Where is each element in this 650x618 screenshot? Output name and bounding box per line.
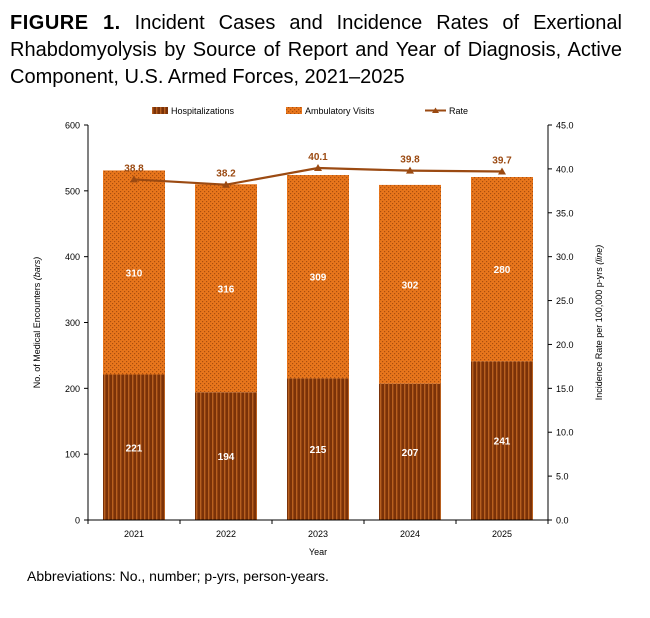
- figure-title: FIGURE 1. Incident Cases and Incidence R…: [10, 10, 622, 91]
- x-axis-title: Year: [309, 547, 327, 557]
- bar-hospitalizations-2022: [195, 392, 257, 520]
- y-right-tick-label: 25.0: [556, 296, 574, 306]
- data-label-hospitalizations-2025: 241: [494, 437, 511, 448]
- rate-data-label-2025: 39.7: [492, 156, 512, 167]
- legend-label-rate: Rate: [449, 106, 468, 116]
- bar-ambulatory-2024: [379, 184, 441, 384]
- x-tick-label-2023: 2023: [308, 529, 328, 539]
- y-axis-left-title-main: No. of Medical Encounters: [32, 280, 42, 388]
- y-left-tick-label: 400: [65, 252, 80, 262]
- data-label-ambulatory-2025: 280: [494, 265, 511, 276]
- bar-ambulatory-2022: [195, 184, 257, 393]
- rate-marker-2022: [222, 180, 230, 188]
- y-axis-right-title-italic: (line): [594, 245, 604, 265]
- data-label-ambulatory-2023: 309: [310, 273, 327, 284]
- rate-data-label-2023: 40.1: [308, 152, 328, 163]
- data-label-hospitalizations-2024: 207: [402, 448, 419, 459]
- legend-swatch-ambulatory: [286, 107, 302, 114]
- x-tick-label-2025: 2025: [492, 529, 512, 539]
- rate-marker-2023: [314, 164, 322, 172]
- y-right-tick-label: 35.0: [556, 208, 574, 218]
- y-right-tick-label: 5.0: [556, 472, 569, 482]
- bar-ambulatory-2025: [471, 177, 533, 362]
- rate-marker-2021: [130, 175, 138, 183]
- axes-layer: 0 100 200 300 400 500 600 0.0 5.0 10.0 15.0 20.0 25.…: [32, 121, 604, 558]
- y-left-tick-label: 0: [75, 516, 80, 526]
- y-right-tick-label: 10.0: [556, 428, 574, 438]
- y-axis-right-title: Incidence Rate per 100,000 p-yrs (line): [594, 245, 604, 401]
- y-right-tick-label: 40.0: [556, 164, 574, 174]
- rate-marker-2024: [406, 166, 414, 174]
- bar-hospitalizations-2021: [103, 374, 165, 520]
- bar-hospitalizations-2025: [471, 361, 533, 520]
- rate-data-label-2021: 38.8: [124, 163, 144, 174]
- x-tick-label-2024: 2024: [400, 529, 420, 539]
- y-left-tick-label: 100: [65, 450, 80, 460]
- y-axis-left-title: No. of Medical Encounters (bars): [32, 257, 42, 389]
- figure-label: FIGURE 1.: [10, 12, 121, 34]
- data-label-ambulatory-2024: 302: [402, 280, 419, 291]
- x-tick-label-2021: 2021: [124, 529, 144, 539]
- y-left-tick-label: 300: [65, 318, 80, 328]
- abbreviations-note: Abbreviations: No., number; p-yrs, perso…: [27, 568, 329, 584]
- bar-hospitalizations-2023: [287, 378, 349, 520]
- y-right-tick-label: 45.0: [556, 121, 574, 131]
- data-label-hospitalizations-2021: 221: [126, 443, 143, 454]
- bars-layer: 221 310 194 316 215 309 207 302 241 280: [103, 170, 533, 520]
- bar-hospitalizations-2024: [379, 383, 441, 520]
- legend-swatch-rate-marker: [432, 107, 439, 113]
- legend-swatch-hospitalizations: [152, 107, 168, 114]
- data-label-ambulatory-2022: 316: [218, 284, 235, 295]
- chart: Hospitalizations Ambulatory Visits Rate 22…: [32, 106, 604, 558]
- legend: Hospitalizations Ambulatory Visits Rate: [152, 106, 468, 116]
- y-right-tick-label: 30.0: [556, 252, 574, 262]
- data-label-hospitalizations-2023: 215: [310, 445, 327, 456]
- legend-label-ambulatory: Ambulatory Visits: [305, 106, 375, 116]
- data-label-ambulatory-2021: 310: [126, 268, 143, 279]
- figure-title-text: Incident Cases and Incidence Rates of Ex…: [10, 12, 622, 88]
- y-right-tick-label: 15.0: [556, 384, 574, 394]
- data-label-hospitalizations-2022: 194: [218, 452, 235, 463]
- y-right-tick-label: 0.0: [556, 516, 569, 526]
- y-left-tick-label: 600: [65, 121, 80, 131]
- rate-marker-2025: [498, 167, 506, 175]
- y-right-tick-label: 20.0: [556, 340, 574, 350]
- bar-ambulatory-2023: [287, 175, 349, 379]
- y-left-tick-label: 200: [65, 384, 80, 394]
- y-left-tick-label: 500: [65, 186, 80, 196]
- bar-ambulatory-2021: [103, 170, 165, 375]
- rate-line-layer: 38.8 38.2 40.1 39.8 39.7: [124, 152, 512, 188]
- y-axis-left-title-italic: (bars): [32, 257, 42, 281]
- legend-label-hospitalizations: Hospitalizations: [171, 106, 235, 116]
- x-tick-label-2022: 2022: [216, 529, 236, 539]
- y-axis-right-title-main: Incidence Rate per 100,000 p-yrs: [594, 265, 604, 401]
- rate-data-label-2022: 38.2: [216, 169, 236, 180]
- rate-data-label-2024: 39.8: [400, 155, 420, 166]
